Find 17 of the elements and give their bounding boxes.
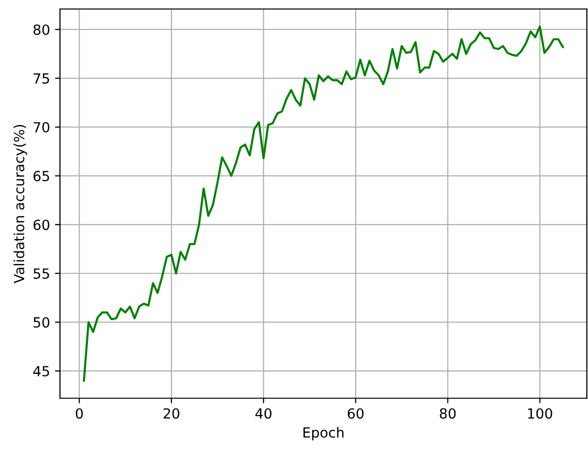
x-tick-label: 80 <box>440 408 456 419</box>
y-axis-title: Validation accuracy(%) <box>14 124 28 284</box>
y-tick-label: 55 <box>34 268 50 279</box>
x-tick-label: 40 <box>255 408 272 419</box>
x-tick-label: 60 <box>348 408 364 419</box>
y-tick-label: 60 <box>34 220 50 230</box>
x-tick-label: 0 <box>76 408 83 419</box>
x-tick-label: 100 <box>528 408 552 419</box>
y-tick-label: 80 <box>34 24 50 35</box>
x-tick-label: 20 <box>164 408 180 419</box>
y-tick-label: 50 <box>34 317 50 328</box>
y-tick-label: 45 <box>33 366 50 376</box>
y-tick-label: 65 <box>34 170 50 182</box>
x-axis-title: Epoch <box>304 426 344 440</box>
y-tick-label: 70 <box>34 122 50 133</box>
y-tick-label: 75 <box>34 73 50 84</box>
line-series <box>82 26 564 382</box>
